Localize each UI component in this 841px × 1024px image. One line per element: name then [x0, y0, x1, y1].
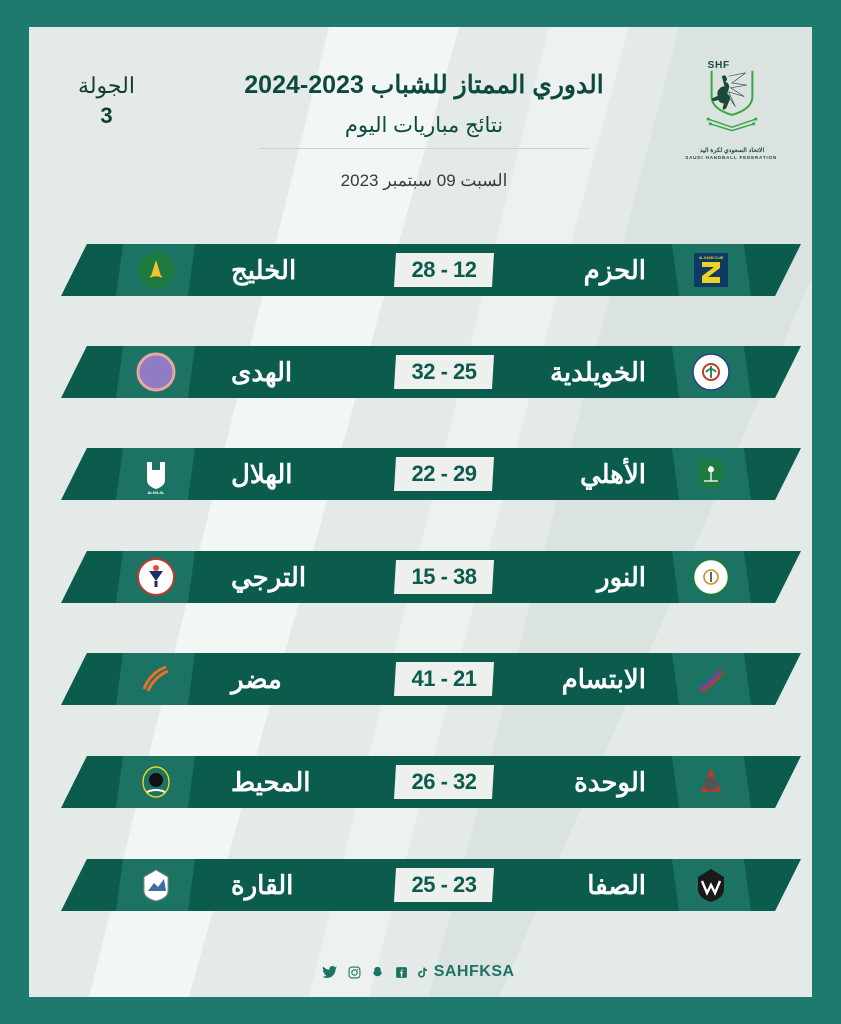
svg-text:SHF: SHF — [708, 60, 730, 71]
svg-text:AL-HAZM CLUB: AL-HAZM CLUB — [699, 256, 724, 260]
svg-text:ALHILAL: ALHILAL — [147, 490, 165, 494]
